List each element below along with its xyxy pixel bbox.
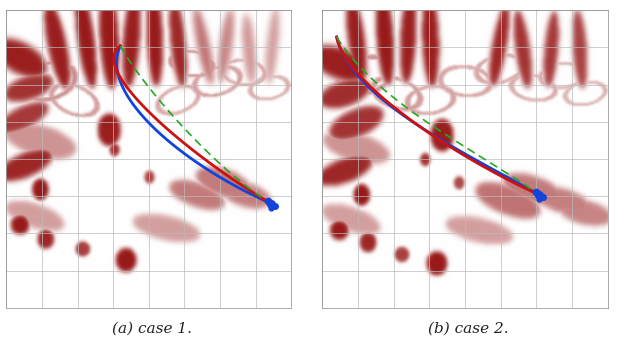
- Text: (b) case 2.: (b) case 2.: [428, 321, 508, 335]
- Text: (a) case 1.: (a) case 1.: [112, 321, 192, 335]
